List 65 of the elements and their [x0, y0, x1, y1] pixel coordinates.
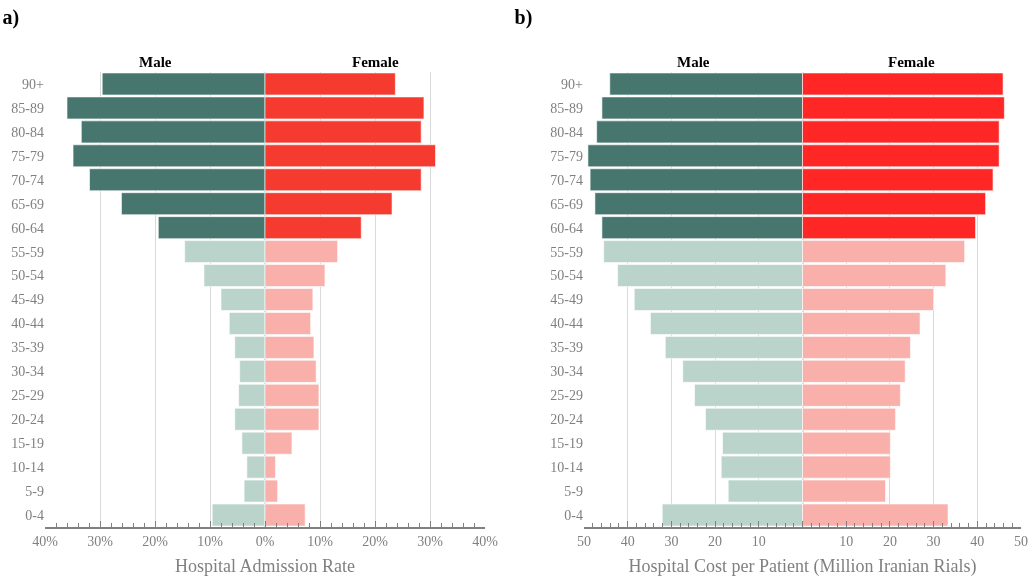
y-tick-label: 85-89: [11, 100, 44, 116]
x-tick-label: 10: [751, 533, 766, 549]
x-tick-label: 40: [970, 533, 985, 549]
y-tick-label: 15-19: [11, 436, 44, 452]
chart-title: a): [2, 6, 20, 29]
series-label: Female: [888, 54, 935, 70]
x-tick-label: 40%: [472, 533, 499, 549]
x-axis-title: Hospital Cost per Patient (Million Iranian Rials): [628, 556, 977, 578]
y-tick-label: 15-19: [550, 436, 583, 452]
y-tick-label: 10-14: [11, 460, 44, 476]
series-label: Female: [352, 54, 399, 70]
y-tick-label: 80-84: [11, 124, 44, 140]
x-tick-label: 50: [577, 533, 591, 549]
y-tick-label: 10-14: [550, 460, 583, 476]
x-tick-label: 30%: [417, 533, 444, 549]
y-tick-label: 60-64: [550, 220, 583, 236]
x-tick-label: 20%: [362, 533, 389, 549]
y-tick-label: 90+: [22, 76, 45, 92]
y-tick-label: 30-34: [11, 364, 44, 380]
y-tick-label: 80-84: [550, 124, 583, 140]
y-tick-label: 35-39: [550, 340, 583, 356]
x-axis-title: Hospital Admission Rate: [175, 556, 356, 577]
series-label: Male: [677, 54, 710, 70]
y-tick-label: 60-64: [11, 220, 44, 236]
y-tick-label: 40-44: [11, 316, 44, 332]
y-tick-label: 70-74: [11, 172, 44, 188]
y-tick-label: 75-79: [11, 148, 44, 164]
y-tick-label: 90+: [561, 76, 584, 92]
x-tick-label: 50: [1014, 533, 1028, 549]
y-tick-label: 0-4: [564, 507, 583, 523]
x-tick-label: 10: [839, 533, 854, 549]
y-tick-label: 45-49: [550, 292, 583, 308]
y-tick-label: 65-69: [550, 196, 583, 212]
y-tick-label: 50-54: [550, 268, 583, 284]
y-tick-label: 30-34: [550, 364, 583, 380]
y-tick-label: 55-59: [550, 244, 583, 260]
x-tick-label: 20%: [142, 533, 169, 549]
x-tick-label: 20: [882, 533, 897, 549]
y-tick-label: 75-79: [550, 148, 583, 164]
y-tick-label: 5-9: [564, 483, 583, 499]
y-tick-label: 85-89: [550, 100, 583, 116]
series-label: Male: [139, 54, 172, 70]
x-tick-label: 10%: [307, 533, 334, 549]
y-tick-label: 20-24: [11, 412, 44, 428]
x-tick-label: 30: [664, 533, 679, 549]
y-tick-label: 65-69: [11, 196, 44, 212]
y-tick-label: 0-4: [25, 507, 44, 523]
x-tick-label: 40: [620, 533, 635, 549]
x-tick-label: 30: [926, 533, 941, 549]
x-tick-label: 30%: [87, 533, 114, 549]
y-tick-label: 45-49: [11, 292, 44, 308]
y-tick-label: 25-29: [550, 388, 583, 404]
x-tick-label: 0%: [255, 533, 275, 549]
y-tick-label: 35-39: [11, 340, 44, 356]
y-tick-label: 40-44: [550, 316, 583, 332]
x-tick-label: 10%: [197, 533, 224, 549]
y-tick-label: 25-29: [11, 388, 44, 404]
y-tick-label: 55-59: [11, 244, 44, 260]
x-tick-label: 40%: [32, 533, 59, 549]
y-tick-label: 20-24: [550, 412, 583, 428]
y-tick-label: 5-9: [25, 483, 44, 499]
y-tick-label: 50-54: [11, 268, 44, 284]
y-tick-label: 70-74: [550, 172, 583, 188]
x-tick-label: 20: [708, 533, 723, 549]
chart-title: b): [514, 6, 533, 29]
